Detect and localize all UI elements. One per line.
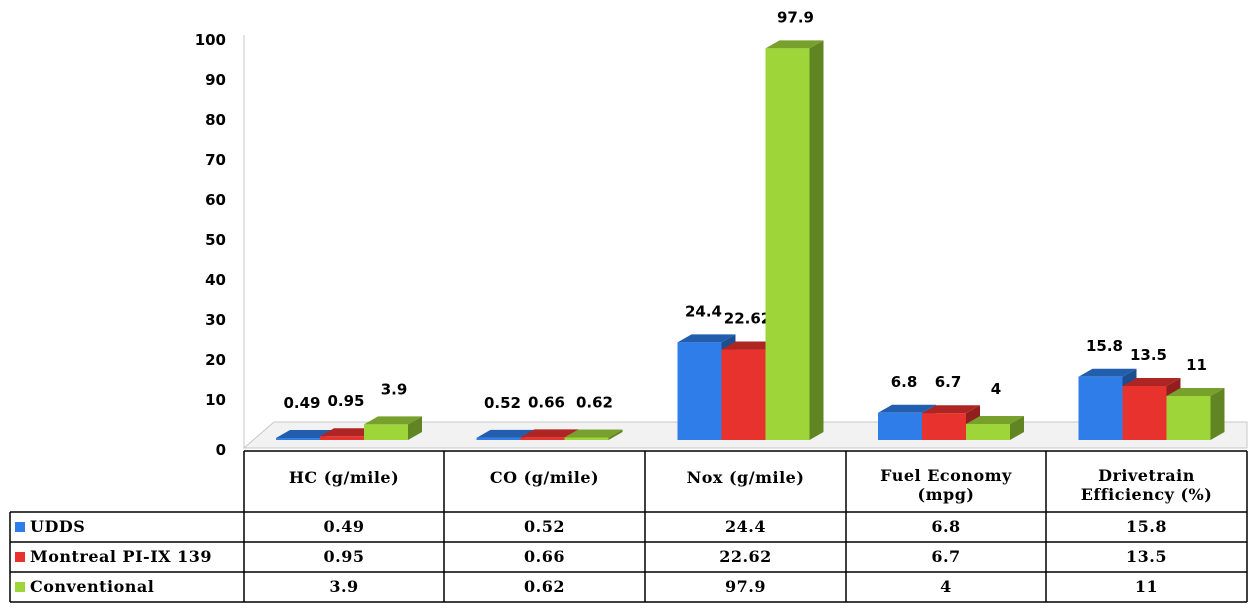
table-cell: 22.62 — [719, 547, 772, 566]
table-cell: 4 — [940, 577, 952, 596]
bar-top — [966, 416, 1024, 424]
bar-top — [1078, 368, 1137, 377]
series-label: Montreal PI-IX 139 — [30, 547, 212, 566]
bar-front — [677, 342, 722, 440]
bar-conventional-0 — [364, 416, 422, 440]
data-label: 0.49 — [283, 394, 320, 412]
y-tick-label: 20 — [205, 351, 226, 369]
bar-front — [922, 413, 966, 440]
y-tick-label: 60 — [205, 191, 226, 209]
y-tick-label: 30 — [205, 311, 226, 329]
bar-top — [476, 429, 535, 438]
bar-front — [1078, 376, 1123, 440]
bar-top — [364, 416, 422, 425]
bar-conventional-4 — [1166, 388, 1225, 440]
bar-top — [320, 428, 378, 437]
bar-side — [408, 416, 422, 440]
table-cell: 0.49 — [324, 517, 365, 536]
category-label: Efficiency (%) — [1081, 485, 1213, 504]
bar-front — [276, 438, 320, 440]
category-label: Fuel Economy — [880, 466, 1012, 485]
category-label: (mpg) — [918, 485, 975, 504]
data-label: 0.95 — [327, 392, 364, 410]
table-cell: 15.8 — [1126, 517, 1167, 536]
bar-front — [1122, 386, 1167, 440]
bar-top — [878, 404, 936, 413]
data-label: 15.8 — [1086, 337, 1123, 355]
data-label: 6.8 — [891, 373, 918, 391]
bar-top — [721, 341, 780, 350]
series-label: UDDS — [30, 517, 85, 536]
legend-swatch — [15, 582, 25, 592]
y-tick-label: 80 — [205, 111, 226, 129]
bar-front — [564, 437, 609, 440]
bar-front — [765, 48, 810, 441]
category-label: HC (g/mile) — [289, 468, 399, 487]
bar-conventional-1 — [564, 429, 623, 440]
bar-montreal-pi-ix-139-3 — [922, 405, 980, 440]
bar-front — [878, 412, 922, 440]
bar-side — [809, 40, 824, 441]
bar-front — [721, 349, 766, 440]
data-label: 24.4 — [685, 302, 722, 320]
bar-top — [520, 429, 579, 438]
y-tick-label: 0 — [216, 441, 226, 459]
y-tick-label: 100 — [195, 31, 226, 49]
category-label: Drivetrain — [1098, 466, 1195, 485]
legend-swatch — [15, 552, 25, 562]
bar-top — [1166, 388, 1225, 396]
bar-side — [1210, 388, 1225, 440]
bar-front — [966, 424, 1010, 440]
y-tick-label: 70 — [205, 151, 226, 169]
series-label: Conventional — [30, 577, 154, 596]
data-label: 4 — [991, 380, 1001, 398]
data-table: HC (g/mile) CO (g/mile) Nox (g/mile) Fuel E… — [9, 450, 1248, 603]
bar-front — [1166, 396, 1211, 440]
table-cell: 24.4 — [725, 517, 766, 536]
bar-side — [608, 429, 623, 440]
bar-front — [364, 424, 408, 440]
data-label: 0.66 — [528, 393, 565, 411]
bar-front — [476, 437, 521, 440]
data-label: 6.7 — [935, 373, 962, 391]
data-label: 0.52 — [484, 394, 521, 412]
bar-top — [765, 40, 824, 49]
bar-top — [564, 429, 623, 438]
bar-front — [520, 437, 565, 440]
table-cell: 6.8 — [931, 517, 960, 536]
table-cell: 6.7 — [931, 547, 960, 566]
y-tick-label: 50 — [205, 231, 226, 249]
bar-conventional-3 — [966, 416, 1024, 440]
table-cell: 0.52 — [524, 517, 565, 536]
data-label: 0.62 — [576, 394, 613, 412]
bar-conventional-2 — [765, 40, 824, 441]
bar-top — [922, 405, 980, 414]
category-label: Nox (g/mile) — [687, 468, 805, 487]
y-tick-label: 90 — [205, 71, 226, 89]
bar-front — [320, 436, 364, 440]
table-cell: 0.95 — [324, 547, 365, 566]
table-cell: 0.66 — [524, 547, 565, 566]
table-cell: 3.9 — [329, 577, 358, 596]
table-cell: 0.62 — [524, 577, 565, 596]
data-label: 22.62 — [724, 310, 771, 328]
data-label: 13.5 — [1130, 346, 1167, 364]
table-cell: 13.5 — [1126, 547, 1167, 566]
table-cell: 11 — [1135, 577, 1158, 596]
table-cell: 97.9 — [725, 577, 766, 596]
bar-top — [677, 334, 736, 343]
data-label: 3.9 — [381, 380, 408, 398]
y-tick-label: 10 — [205, 391, 226, 409]
category-label: CO (g/mile) — [490, 468, 599, 487]
bar-top — [1122, 378, 1181, 386]
legend-swatch — [15, 522, 25, 532]
bar-top — [276, 430, 334, 439]
data-label: 97.9 — [777, 8, 814, 26]
data-label: 11 — [1186, 356, 1207, 374]
y-tick-label: 40 — [205, 271, 226, 289]
